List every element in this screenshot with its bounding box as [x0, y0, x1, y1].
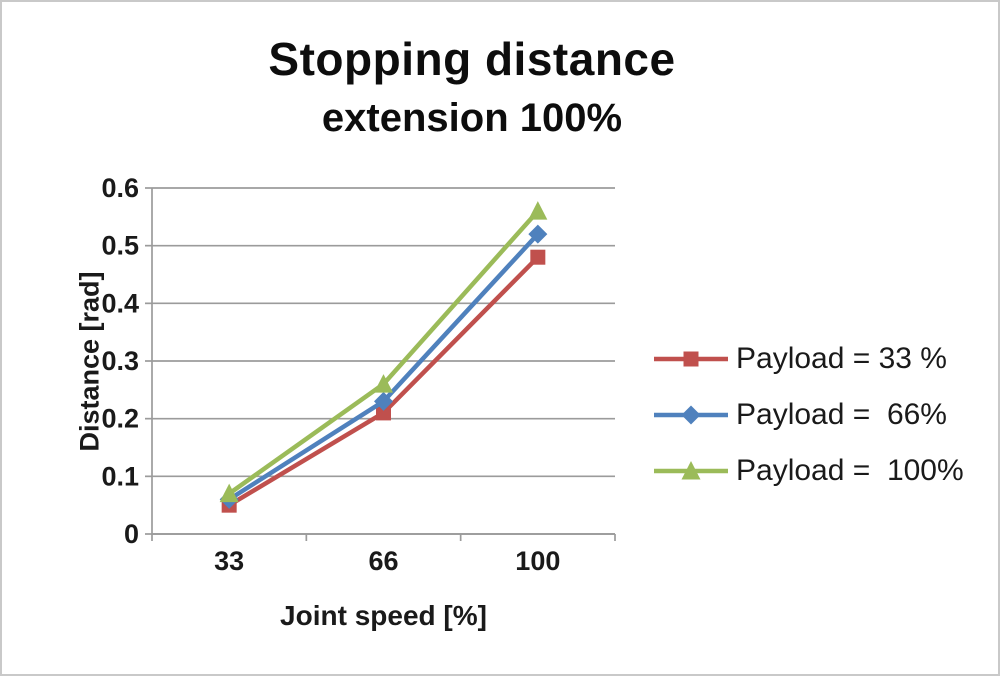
triangle-marker-icon [652, 458, 730, 484]
svg-text:0.1: 0.1 [101, 461, 139, 491]
chart-subtitle: extension 100% [321, 96, 623, 140]
svg-text:0: 0 [124, 519, 139, 549]
chart-title: Stopping distance [268, 33, 676, 85]
legend-label: Payload = 100% [736, 454, 964, 487]
svg-text:33: 33 [214, 546, 244, 576]
legend: Payload = 33 % Payload = 66% Payload = 1… [652, 342, 964, 488]
legend-item: Payload = 33 % [652, 342, 964, 376]
square-marker-icon [652, 346, 730, 372]
svg-text:0.2: 0.2 [101, 404, 139, 434]
svg-text:0.3: 0.3 [101, 346, 139, 376]
x-axis-title: Joint speed [%] [280, 600, 487, 631]
svg-text:100: 100 [515, 546, 560, 576]
svg-text:0.4: 0.4 [101, 288, 139, 318]
legend-label: Payload = 33 % [736, 342, 947, 375]
diamond-marker-icon [652, 402, 730, 428]
legend-item: Payload = 66% [652, 398, 964, 432]
legend-label: Payload = 66% [736, 398, 947, 431]
svg-text:66: 66 [368, 546, 398, 576]
y-axis-title: Distance [rad] [74, 271, 105, 452]
svg-text:0.5: 0.5 [101, 231, 139, 261]
legend-item: Payload = 100% [652, 454, 964, 488]
svg-text:0.6: 0.6 [101, 173, 139, 203]
